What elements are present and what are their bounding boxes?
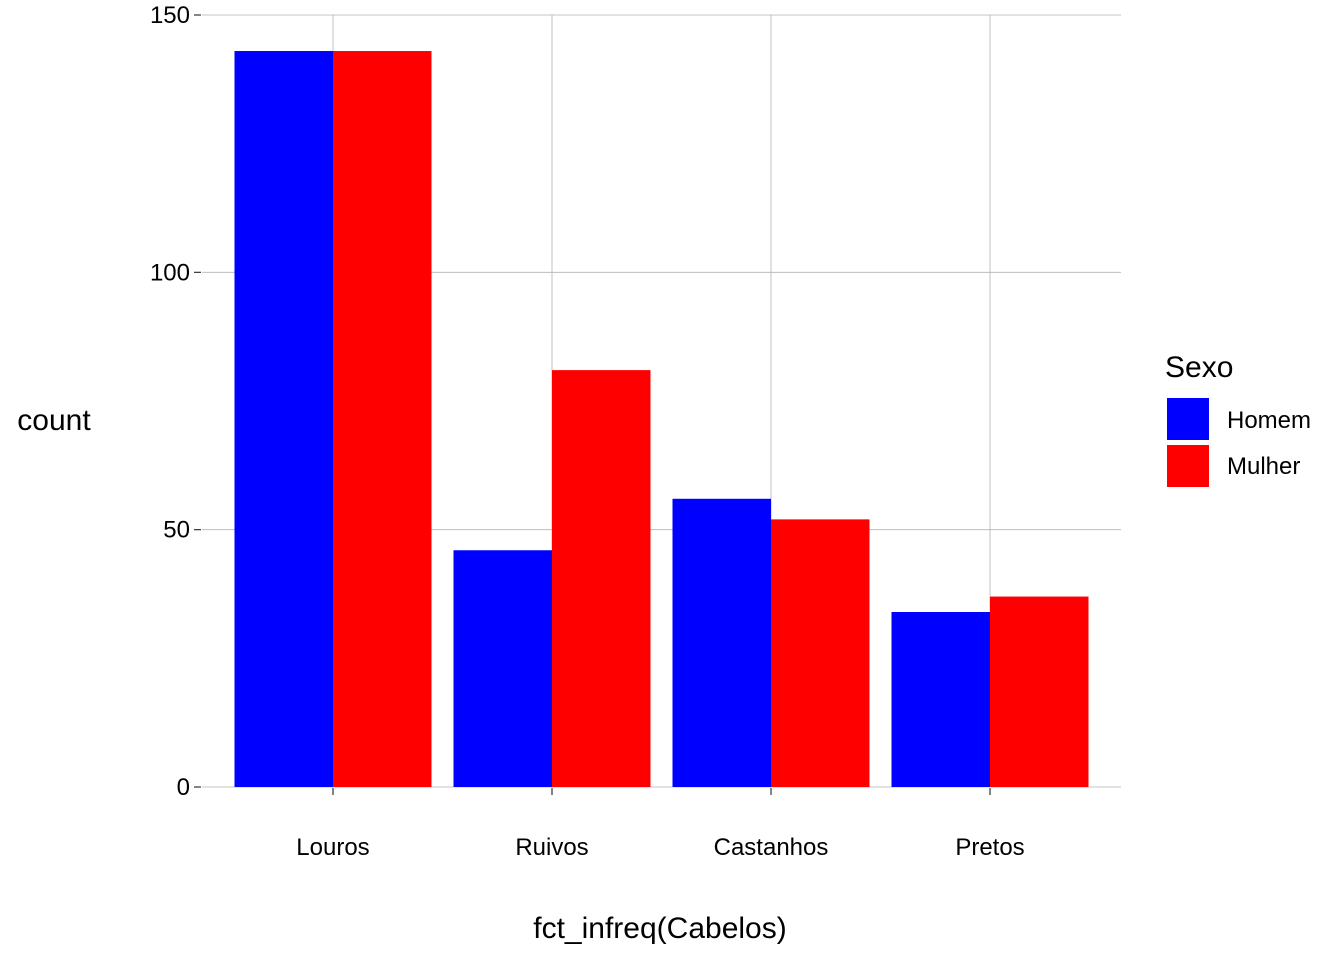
bar-mulher-louros [333, 51, 432, 787]
y-tick-label: 150 [150, 2, 190, 29]
legend-key-homem [1167, 398, 1209, 440]
bars [234, 51, 1089, 787]
y-axis: 0 50 100 150 [150, 2, 201, 801]
bar-mulher-castanhos [771, 519, 870, 787]
y-tick-label: 100 [150, 259, 190, 286]
bar-mulher-ruivos [552, 370, 651, 787]
legend-key-mulher [1167, 445, 1209, 487]
legend-label-homem: Homem [1227, 407, 1311, 434]
x-tick-label: Pretos [955, 834, 1024, 861]
bar-homem-pretos [891, 612, 990, 787]
y-tick-label: 50 [163, 517, 190, 544]
x-axis-title: fct_infreq(Cabelos) [533, 912, 786, 945]
legend: Sexo Homem Mulher [1165, 351, 1311, 487]
x-tick-label: Ruivos [515, 834, 588, 861]
x-axis: Louros Ruivos Castanhos Pretos [296, 788, 1025, 861]
bar-homem-louros [234, 51, 333, 787]
x-tick-label: Castanhos [714, 834, 829, 861]
x-tick-label: Louros [296, 834, 369, 861]
y-axis-title: count [17, 404, 91, 437]
legend-title: Sexo [1165, 351, 1233, 384]
bar-homem-castanhos [672, 498, 771, 787]
bar-homem-ruivos [453, 550, 552, 787]
y-tick-label: 0 [177, 774, 190, 801]
bar-mulher-pretos [990, 596, 1089, 787]
legend-label-mulher: Mulher [1227, 453, 1300, 480]
